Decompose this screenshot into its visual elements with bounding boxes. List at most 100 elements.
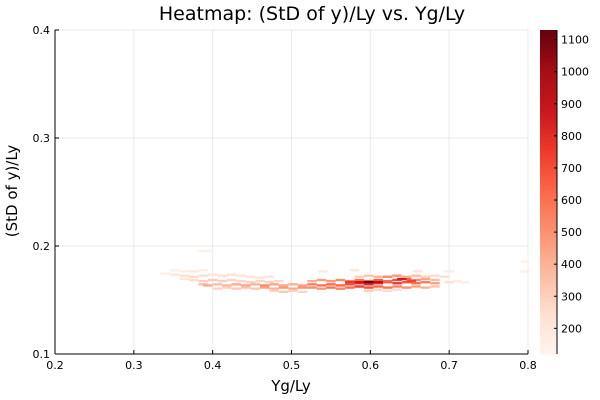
heatmap-cell bbox=[354, 285, 365, 288]
heatmap-cell bbox=[203, 249, 213, 253]
heatmap-cell bbox=[373, 275, 383, 278]
colorbar-slice bbox=[540, 244, 557, 248]
colorbar-slice bbox=[540, 70, 557, 74]
colorbar-slice bbox=[540, 325, 557, 329]
heatmap-cell bbox=[452, 279, 462, 283]
colorbar-slice bbox=[540, 169, 557, 173]
colorbar-slice bbox=[540, 226, 557, 230]
colorbar-slice bbox=[540, 108, 557, 112]
heatmap-cell bbox=[364, 274, 374, 277]
colorbar-slice bbox=[540, 127, 557, 130]
colorbar-slice bbox=[540, 46, 557, 49]
heatmap-cell bbox=[444, 280, 454, 284]
x-tick-label: 0.6 bbox=[362, 359, 380, 372]
heatmap-cell bbox=[231, 283, 242, 286]
heatmap-cell bbox=[250, 283, 260, 286]
colorbar-slice bbox=[540, 208, 557, 211]
colorbar-slice bbox=[540, 113, 557, 116]
heatmap-cell bbox=[259, 286, 270, 289]
heatmap-cell bbox=[382, 279, 393, 283]
colorbar-slice bbox=[540, 317, 557, 321]
heatmap-cell bbox=[411, 285, 421, 288]
heatmap-cell bbox=[392, 274, 402, 277]
colorbar-tick-label: 700 bbox=[561, 162, 582, 175]
heatmap-cell bbox=[373, 288, 383, 291]
heatmap-cell bbox=[345, 286, 355, 289]
colorbar-slice bbox=[540, 90, 557, 94]
colorbar-slice bbox=[540, 189, 557, 193]
heatmap-cell bbox=[392, 288, 402, 291]
colorbar-slice bbox=[540, 351, 557, 355]
heatmap-cell bbox=[406, 279, 417, 283]
colorbar-tick-label: 1000 bbox=[561, 66, 589, 79]
heatmap-cell bbox=[411, 274, 421, 277]
colorbar-slice bbox=[540, 131, 557, 134]
colorbar-slice bbox=[540, 218, 557, 221]
heatmap-cell bbox=[335, 287, 346, 290]
heatmap-cell bbox=[354, 280, 365, 284]
colorbar-slice bbox=[540, 319, 557, 323]
heatmap-cell bbox=[226, 273, 237, 276]
colorbar-slice bbox=[540, 34, 557, 37]
heatmap-cell bbox=[401, 286, 412, 289]
heatmap-cell bbox=[179, 270, 190, 273]
colorbar-slice bbox=[540, 305, 557, 309]
colorbar-slice bbox=[540, 52, 557, 55]
colorbar-slice bbox=[540, 117, 557, 120]
colorbar-slice bbox=[540, 341, 557, 345]
colorbar-slice bbox=[540, 285, 557, 288]
heatmap-cell bbox=[354, 275, 365, 278]
heatmap-cell bbox=[345, 283, 355, 286]
colorbar-slice bbox=[540, 165, 557, 169]
heatmap-cell bbox=[430, 274, 440, 277]
colorbar-slice bbox=[540, 137, 557, 140]
colorbar-slice bbox=[540, 224, 557, 228]
heatmap-cell bbox=[349, 269, 360, 272]
colorbar-slice bbox=[540, 289, 557, 292]
colorbar-slice bbox=[540, 82, 557, 86]
colorbar-slice bbox=[540, 54, 557, 57]
colorbar-slice bbox=[540, 183, 557, 187]
heatmap-cell bbox=[288, 289, 298, 293]
heatmap-cell bbox=[392, 282, 402, 285]
colorbar-slice bbox=[540, 123, 557, 126]
colorbar-slice bbox=[540, 111, 557, 114]
colorbar-slice bbox=[540, 139, 557, 142]
heatmap-cell bbox=[217, 279, 227, 283]
heatmap-cell bbox=[259, 284, 270, 287]
colorbar-slice bbox=[540, 234, 557, 238]
colorbar-slice bbox=[540, 283, 557, 286]
colorbar-slice bbox=[540, 222, 557, 225]
colorbar-slice bbox=[540, 149, 557, 153]
colorbar-slice bbox=[540, 119, 557, 122]
heatmap-cell bbox=[207, 273, 218, 276]
colorbar-slice bbox=[540, 200, 557, 203]
colorbar-slice bbox=[540, 129, 557, 132]
heatmap-cell bbox=[364, 289, 374, 293]
colorbar-slice bbox=[540, 212, 557, 215]
colorbar-slice bbox=[540, 185, 557, 189]
colorbar-slice bbox=[540, 254, 557, 258]
colorbar-slice bbox=[540, 204, 557, 207]
colorbar-tick-label: 500 bbox=[561, 226, 582, 239]
heatmap-cell bbox=[430, 278, 440, 282]
colorbar-slice bbox=[540, 275, 557, 278]
colorbar-slice bbox=[540, 163, 557, 167]
colorbar-slice bbox=[540, 293, 557, 296]
colorbar-slice bbox=[540, 194, 557, 197]
heatmap-cell bbox=[160, 272, 171, 275]
heatmap-cell bbox=[401, 275, 412, 278]
heatmap-cell bbox=[397, 277, 407, 281]
heatmap-cell bbox=[212, 283, 223, 286]
colorbar-slice bbox=[540, 327, 557, 331]
colorbar-slice bbox=[540, 196, 557, 199]
heatmap-cell bbox=[444, 270, 454, 273]
colorbar-slice bbox=[540, 58, 557, 61]
heatmap-cell bbox=[198, 279, 208, 283]
heatmap-cell bbox=[241, 284, 251, 287]
colorbar-slice bbox=[540, 266, 557, 270]
colorbar-slice bbox=[540, 84, 557, 88]
x-tick-label: 0.3 bbox=[125, 359, 143, 372]
colorbar-slice bbox=[540, 303, 557, 306]
